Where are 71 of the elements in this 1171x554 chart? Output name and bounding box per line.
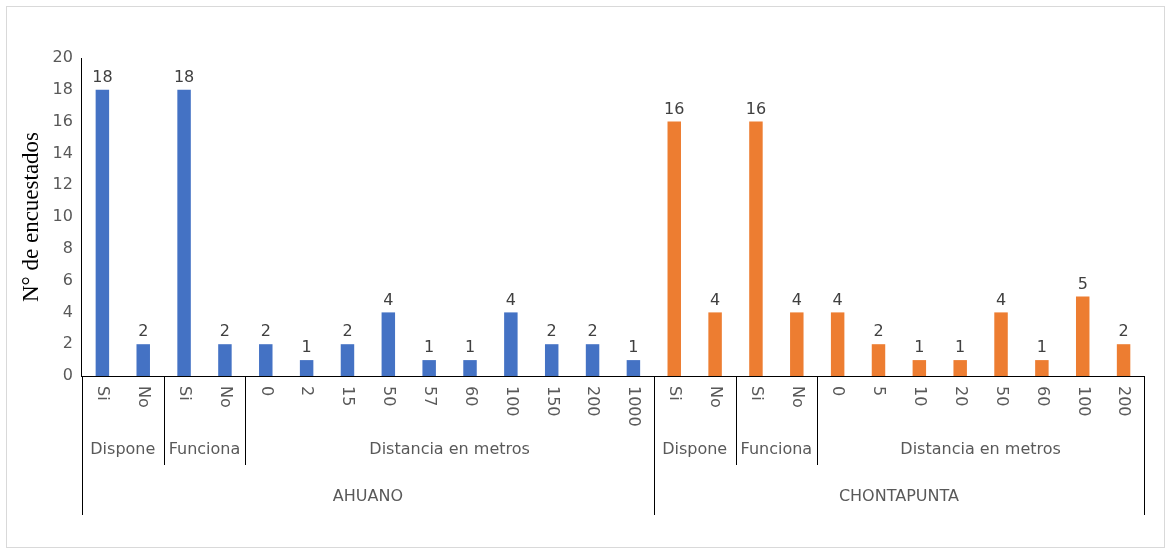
x-tick-label: 2 <box>298 386 318 397</box>
x-tick-label: 60 <box>461 386 481 407</box>
data-label: 2 <box>342 321 353 341</box>
data-label: 2 <box>260 321 271 341</box>
x-tick-label: 15 <box>339 386 359 407</box>
y-tick-label: 8 <box>62 237 73 257</box>
x-tick-label: 20 <box>952 386 972 407</box>
y-tick-label: 16 <box>52 110 73 130</box>
y-tick-label: 4 <box>62 301 73 321</box>
data-label: 16 <box>664 98 685 118</box>
y-axis-title: N° de encuestados <box>17 131 43 303</box>
x-tick-label: 150 <box>543 386 563 417</box>
data-label: 1 <box>1036 337 1047 357</box>
text: Funciona <box>740 439 813 459</box>
x-tick-label: 1000 <box>625 386 645 427</box>
data-label: 18 <box>173 66 195 86</box>
x-tick-label: No <box>216 386 236 408</box>
x-tick-label: 60 <box>1033 386 1053 407</box>
data-label: 1 <box>914 337 925 357</box>
data-label: 18 <box>92 66 113 86</box>
text: Funciona <box>168 439 241 459</box>
data-label: 1 <box>628 337 639 357</box>
x-tick-label: 10 <box>911 386 931 407</box>
x-tick-label: 57 <box>421 386 441 407</box>
x-tick-label: 200 <box>584 386 604 417</box>
x-tick-label: Si <box>747 386 767 401</box>
x-tick-label: 0 <box>829 386 849 397</box>
text: AHUANO <box>332 486 403 506</box>
data-label: 1 <box>464 337 476 357</box>
data-label: 2 <box>138 321 149 341</box>
data-label: 2 <box>873 321 884 341</box>
data-label: 2 <box>219 321 231 341</box>
x-tick-label: 200 <box>1115 386 1135 417</box>
x-tick-label: No <box>135 386 155 408</box>
data-label: 4 <box>832 289 843 309</box>
x-tick-label: No <box>788 386 808 408</box>
y-tick-label: 6 <box>62 269 73 289</box>
data-label: 4 <box>505 289 516 309</box>
data-label: 4 <box>995 289 1007 309</box>
y-tick-label: 2 <box>62 333 73 353</box>
data-label: 4 <box>383 289 394 309</box>
x-tick-label: 50 <box>380 386 400 407</box>
data-label: 1 <box>424 337 435 357</box>
x-tick-label: Si <box>94 386 114 401</box>
data-label: 1 <box>955 337 966 357</box>
y-tick-label: 18 <box>52 78 73 98</box>
data-label: 1 <box>301 337 312 357</box>
data-label: 4 <box>791 289 802 309</box>
x-tick-label: Si <box>666 386 686 401</box>
data-label: 2 <box>546 321 557 341</box>
text: Dispone <box>90 439 156 459</box>
text: Distancia en metros <box>900 439 1061 459</box>
text: CHONTAPUNTA <box>838 486 959 506</box>
x-tick-label: 5 <box>870 386 890 397</box>
y-tick-label: 20 <box>52 47 73 67</box>
x-tick-label: 50 <box>992 386 1012 407</box>
y-tick-label: 14 <box>52 142 73 162</box>
x-tick-label: 100 <box>1074 386 1094 417</box>
text: Dispone <box>662 439 728 459</box>
data-label: 2 <box>1118 321 1129 341</box>
data-label: 16 <box>745 98 767 118</box>
y-tick-label: 12 <box>52 174 73 194</box>
text: Distancia en metros <box>369 439 530 459</box>
data-label: 4 <box>710 289 721 309</box>
x-tick-label: 0 <box>257 386 277 397</box>
data-label: 5 <box>1077 273 1088 293</box>
x-tick-label: No <box>706 386 726 408</box>
x-tick-label: Si <box>175 386 195 401</box>
x-tick-label: 100 <box>502 386 522 417</box>
y-tick-label: 10 <box>52 206 73 226</box>
data-label: 2 <box>587 321 598 341</box>
